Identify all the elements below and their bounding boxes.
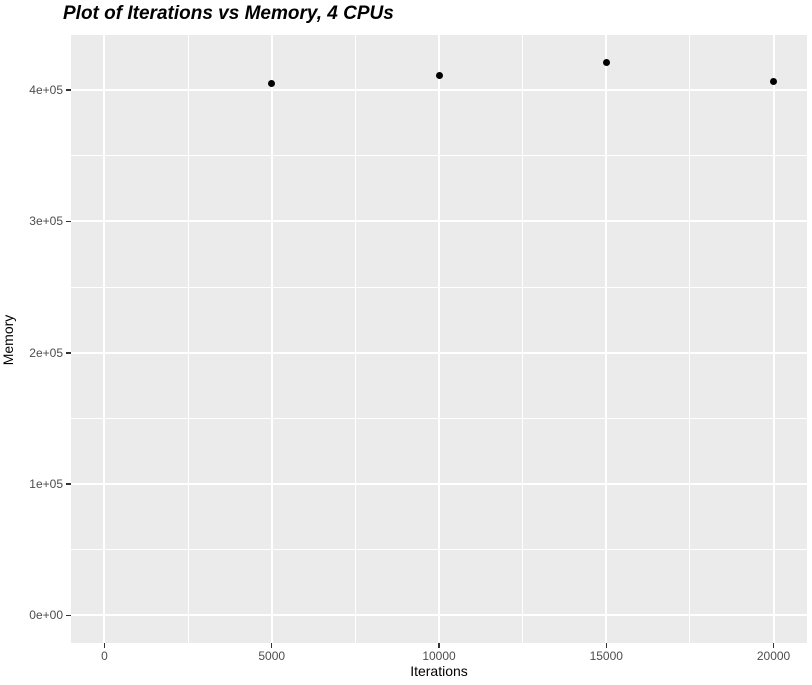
x-axis-tick-label: 20000 bbox=[756, 649, 791, 663]
major-gridline-horizontal bbox=[71, 220, 807, 223]
x-axis-tick-label: 10000 bbox=[422, 649, 456, 663]
minor-gridline-vertical bbox=[354, 35, 356, 643]
y-axis-title: Memory bbox=[0, 314, 16, 366]
x-axis-tick-mark bbox=[605, 643, 608, 648]
x-axis-tick-mark bbox=[103, 643, 106, 648]
data-point bbox=[268, 80, 276, 88]
major-gridline-vertical bbox=[772, 35, 775, 643]
data-point bbox=[602, 59, 610, 67]
x-axis-title: Iterations bbox=[410, 663, 468, 679]
y-axis-tick-mark bbox=[66, 89, 71, 91]
major-gridline-horizontal bbox=[71, 614, 807, 617]
major-gridline-horizontal bbox=[71, 89, 807, 92]
x-axis-tick-label: 5000 bbox=[258, 649, 286, 663]
minor-gridline-vertical bbox=[689, 35, 691, 643]
x-axis-tick-mark bbox=[772, 643, 775, 648]
y-axis-tick-mark bbox=[66, 220, 71, 223]
x-axis-tick-mark bbox=[438, 643, 440, 648]
major-gridline-horizontal bbox=[71, 351, 807, 354]
x-axis-tick-label: 15000 bbox=[589, 649, 623, 663]
major-gridline-vertical bbox=[438, 35, 440, 643]
major-gridline-vertical bbox=[103, 35, 106, 643]
y-axis-tick-label: 1e+05 bbox=[29, 477, 63, 492]
data-point bbox=[770, 77, 778, 85]
minor-gridline-vertical bbox=[522, 35, 524, 643]
plot-panel bbox=[71, 35, 807, 643]
y-axis-tick-mark bbox=[66, 352, 71, 354]
plot-title: Plot of Iterations vs Memory, 4 CPUs bbox=[63, 3, 394, 24]
major-gridline-vertical bbox=[270, 35, 273, 643]
y-axis-tick-label: 2e+05 bbox=[29, 345, 63, 360]
y-axis-tick-label: 3e+05 bbox=[29, 214, 63, 229]
x-axis-tick-mark bbox=[270, 643, 273, 648]
y-axis-tick-label: 0e+00 bbox=[29, 608, 63, 623]
y-axis-tick-mark bbox=[66, 483, 71, 485]
x-axis-tick-label: 0 bbox=[101, 649, 108, 663]
major-gridline-vertical bbox=[605, 35, 608, 643]
data-point bbox=[435, 72, 443, 80]
major-gridline-horizontal bbox=[71, 483, 807, 486]
minor-gridline-vertical bbox=[187, 35, 189, 643]
y-axis-tick-label: 4e+05 bbox=[29, 83, 63, 98]
y-axis-tick-mark bbox=[66, 614, 71, 617]
